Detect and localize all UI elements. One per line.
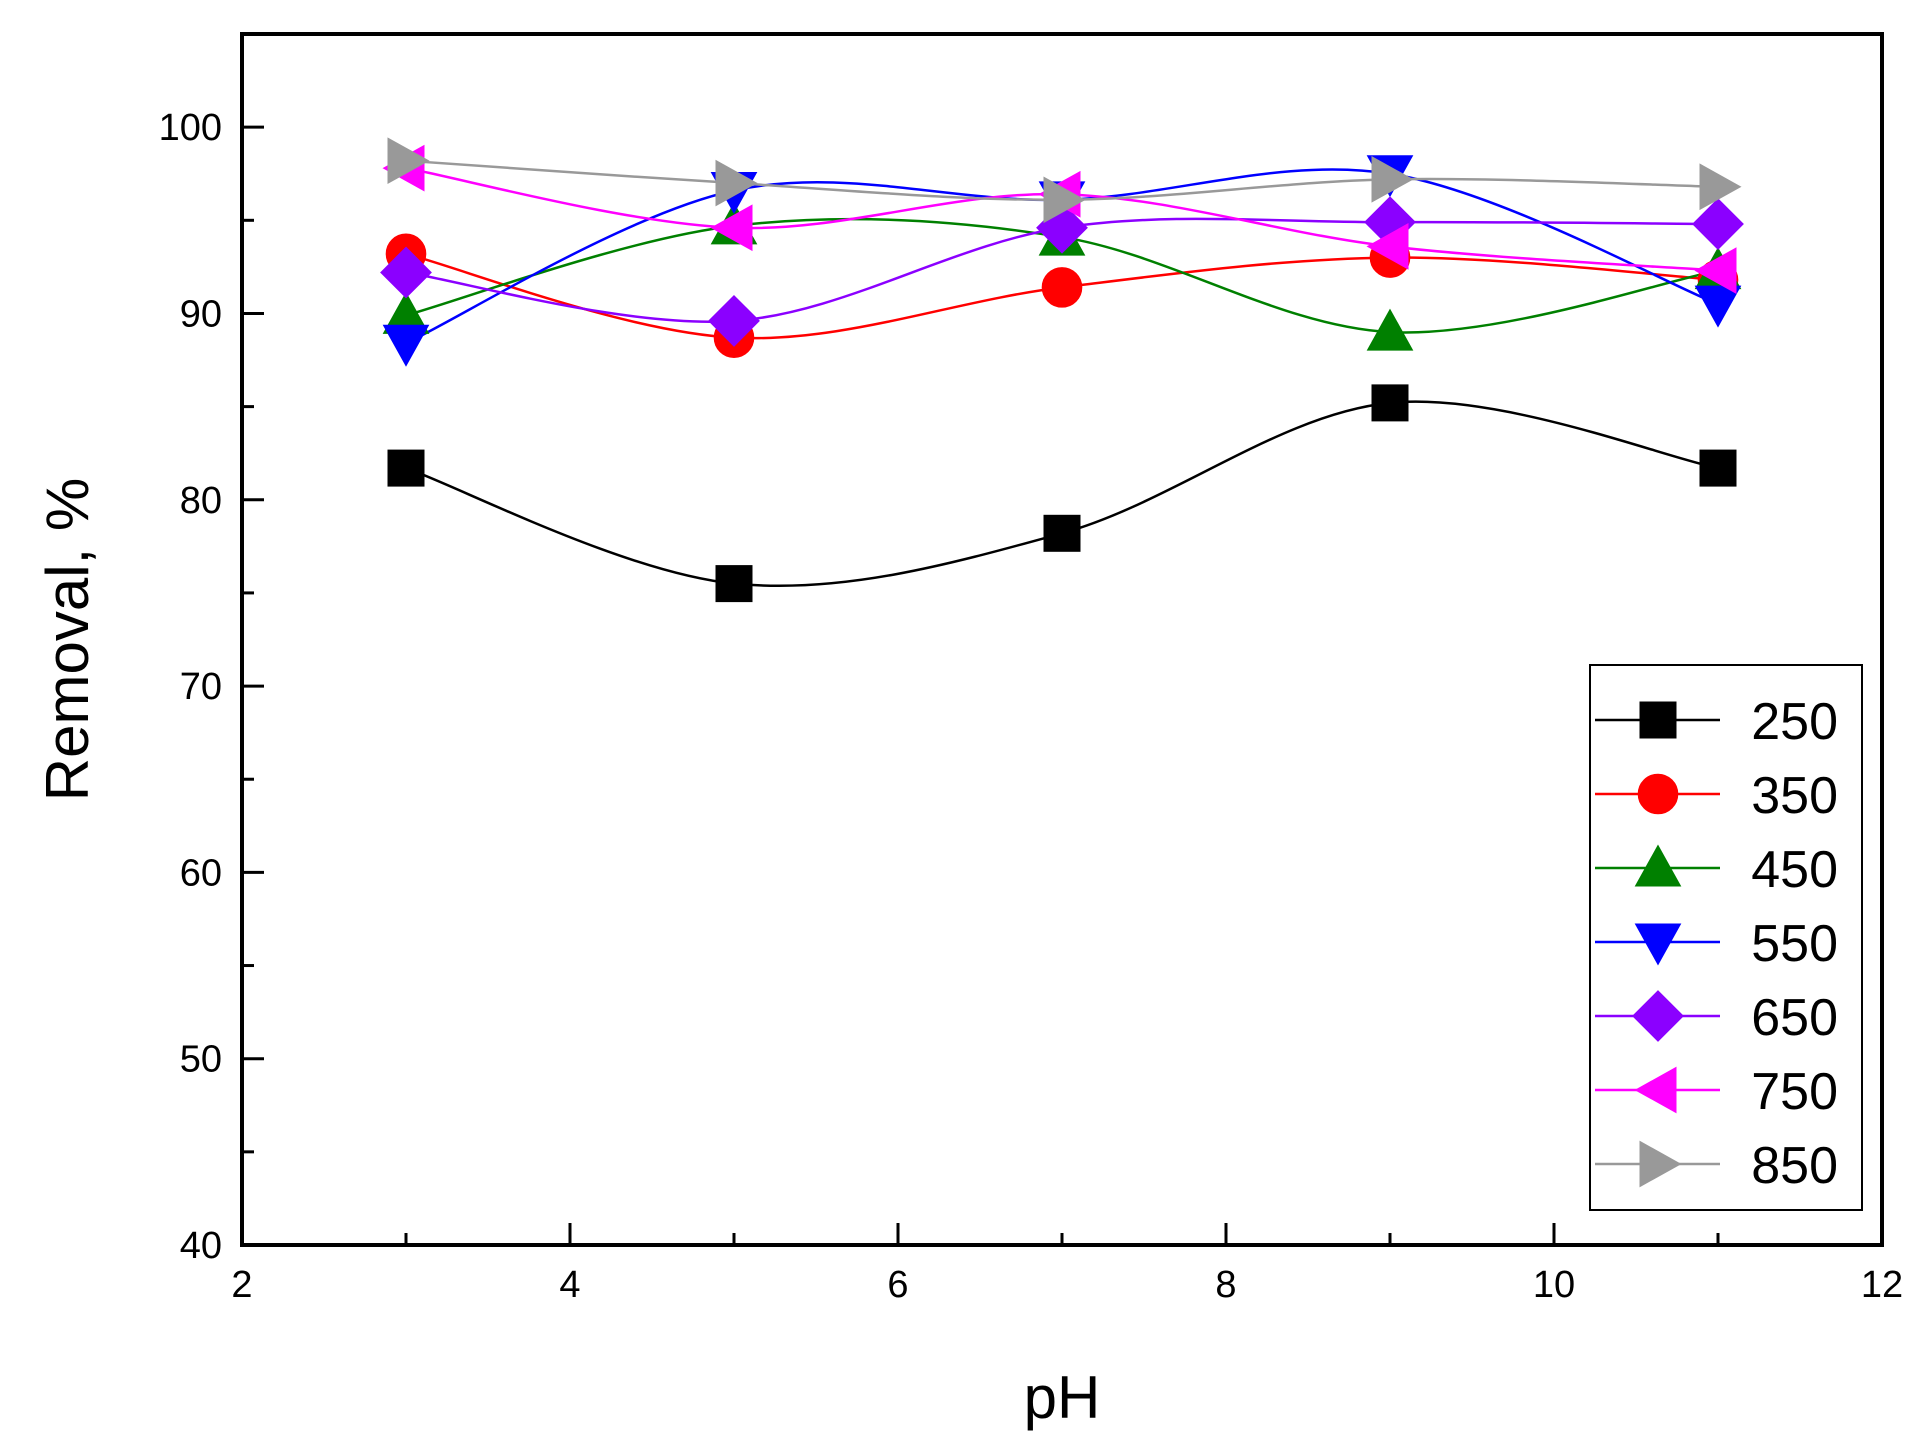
data-point-350 bbox=[1041, 267, 1083, 308]
data-point-750 bbox=[1366, 223, 1409, 270]
data-point-850 bbox=[1371, 155, 1414, 203]
x-tick-label: 4 bbox=[559, 1264, 580, 1306]
x-axis-title: pH bbox=[1024, 1364, 1101, 1431]
data-point-250 bbox=[387, 449, 425, 487]
data-point-850 bbox=[1699, 163, 1742, 211]
legend-marker-550 bbox=[1634, 923, 1682, 966]
legend-label-550: 550 bbox=[1751, 915, 1838, 973]
y-tick-label: 50 bbox=[180, 1039, 222, 1081]
series-line-250 bbox=[405, 400, 1719, 588]
data-point-250 bbox=[1699, 449, 1737, 487]
axis-tick-labels: 2 4 6 8 10 12 40 50 60 70 80 90 100 bbox=[159, 107, 1904, 1306]
legend: 250 350 450 550 650 750 850 bbox=[1589, 664, 1863, 1211]
legend-label-450: 450 bbox=[1751, 841, 1838, 899]
data-point-750 bbox=[1694, 247, 1737, 294]
legend-label-350: 350 bbox=[1751, 767, 1838, 825]
data-point-550 bbox=[1694, 285, 1742, 328]
data-point-250 bbox=[1043, 514, 1081, 552]
y-tick-label: 40 bbox=[180, 1225, 222, 1267]
data-point-650 bbox=[708, 295, 760, 347]
x-tick-label: 10 bbox=[1533, 1264, 1575, 1306]
data-point-850 bbox=[1043, 176, 1086, 224]
data-point-650 bbox=[380, 246, 432, 299]
y-tick-label: 100 bbox=[159, 107, 222, 149]
legend-marker-850 bbox=[1639, 1140, 1682, 1188]
legend-marker-750 bbox=[1634, 1066, 1677, 1114]
x-tick-label: 2 bbox=[231, 1264, 252, 1306]
data-point-450 bbox=[1366, 308, 1414, 351]
legend-marker-250 bbox=[1639, 701, 1677, 739]
x-tick-label: 6 bbox=[887, 1264, 908, 1306]
legend-label-650: 650 bbox=[1751, 989, 1838, 1047]
data-point-850 bbox=[715, 159, 758, 207]
axis-ticks bbox=[240, 125, 1884, 1247]
legend-label-750: 750 bbox=[1751, 1063, 1838, 1121]
legend-marker-450 bbox=[1634, 844, 1682, 887]
y-axis-title: Removal, % bbox=[34, 478, 101, 801]
legend-box bbox=[1589, 664, 1863, 1211]
data-point-250 bbox=[1371, 384, 1409, 422]
data-point-750 bbox=[710, 204, 753, 252]
legend-label-250: 250 bbox=[1751, 693, 1838, 751]
series-markers-layer bbox=[380, 137, 1744, 603]
legend-marker-650 bbox=[1632, 990, 1684, 1042]
data-point-850 bbox=[387, 137, 430, 185]
data-point-250 bbox=[715, 565, 753, 603]
x-tick-label: 8 bbox=[1215, 1264, 1236, 1306]
y-tick-label: 70 bbox=[180, 666, 222, 708]
legend-label-850: 850 bbox=[1751, 1137, 1838, 1195]
y-tick-label: 60 bbox=[180, 852, 222, 894]
y-tick-label: 90 bbox=[180, 293, 222, 335]
data-point-550 bbox=[382, 324, 430, 367]
data-point-650 bbox=[1692, 198, 1744, 250]
x-tick-label: 12 bbox=[1861, 1264, 1903, 1306]
legend-marker-350 bbox=[1637, 773, 1679, 815]
y-tick-label: 80 bbox=[180, 480, 222, 522]
